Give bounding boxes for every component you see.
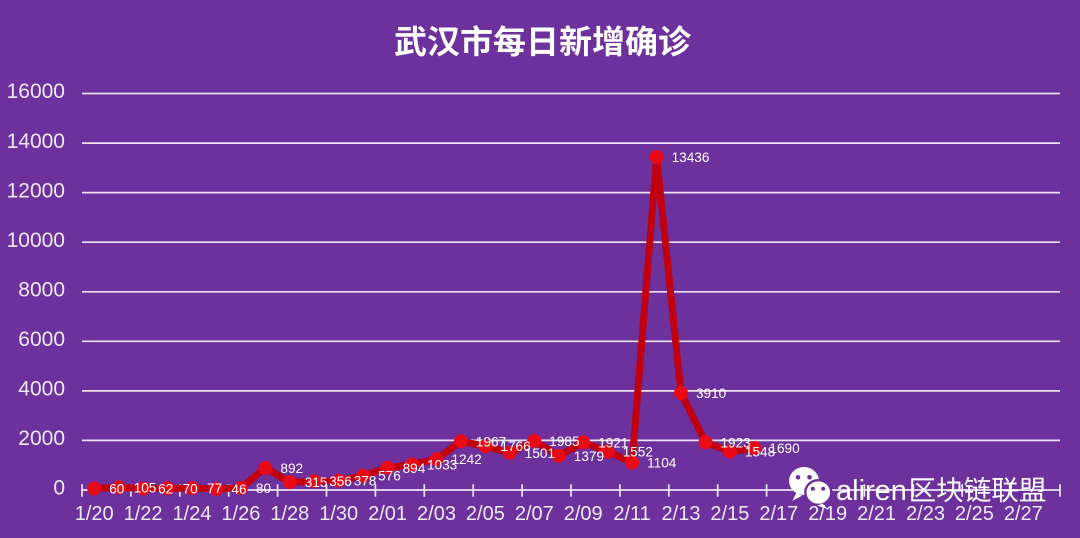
svg-text:2/15: 2/15 bbox=[710, 503, 749, 525]
svg-text:1690: 1690 bbox=[769, 441, 800, 456]
svg-text:356: 356 bbox=[329, 474, 352, 489]
svg-text:12000: 12000 bbox=[7, 179, 65, 202]
svg-text:1967: 1967 bbox=[476, 434, 506, 449]
svg-text:1242: 1242 bbox=[452, 452, 482, 467]
svg-text:8000: 8000 bbox=[18, 278, 65, 301]
svg-text:1/30: 1/30 bbox=[319, 503, 358, 525]
svg-text:1/26: 1/26 bbox=[221, 503, 260, 525]
svg-text:1501: 1501 bbox=[525, 446, 555, 461]
svg-text:4000: 4000 bbox=[18, 378, 65, 401]
svg-text:576: 576 bbox=[378, 469, 401, 484]
svg-text:6000: 6000 bbox=[18, 328, 65, 351]
svg-text:3910: 3910 bbox=[696, 386, 727, 401]
svg-text:1548: 1548 bbox=[745, 445, 775, 460]
svg-text:2/07: 2/07 bbox=[515, 503, 554, 525]
svg-text:2/03: 2/03 bbox=[417, 503, 456, 525]
svg-text:2/11: 2/11 bbox=[613, 503, 650, 525]
svg-text:2/19: 2/19 bbox=[808, 503, 847, 525]
svg-text:13436: 13436 bbox=[672, 150, 710, 165]
svg-text:892: 892 bbox=[280, 461, 303, 476]
svg-text:378: 378 bbox=[354, 474, 377, 489]
svg-text:1923: 1923 bbox=[721, 435, 751, 450]
svg-text:0: 0 bbox=[53, 477, 65, 500]
svg-text:1/20: 1/20 bbox=[75, 503, 114, 525]
svg-text:2/21: 2/21 bbox=[857, 503, 896, 525]
svg-text:2/17: 2/17 bbox=[759, 503, 798, 525]
svg-text:1552: 1552 bbox=[623, 445, 653, 460]
svg-text:1921: 1921 bbox=[598, 435, 628, 450]
svg-text:16000: 16000 bbox=[7, 80, 65, 103]
svg-text:14000: 14000 bbox=[7, 130, 65, 153]
svg-text:2/05: 2/05 bbox=[466, 503, 505, 525]
svg-text:2/09: 2/09 bbox=[564, 503, 603, 525]
svg-text:2000: 2000 bbox=[18, 427, 65, 450]
svg-text:2/01: 2/01 bbox=[368, 503, 407, 525]
svg-text:46: 46 bbox=[231, 482, 246, 497]
svg-text:1985: 1985 bbox=[549, 434, 579, 449]
svg-text:1104: 1104 bbox=[647, 456, 677, 471]
svg-text:1/22: 1/22 bbox=[124, 503, 163, 525]
svg-text:1379: 1379 bbox=[574, 449, 604, 464]
svg-text:315: 315 bbox=[305, 475, 328, 490]
svg-text:894: 894 bbox=[403, 461, 426, 476]
svg-text:2/23: 2/23 bbox=[906, 503, 945, 525]
svg-text:2/25: 2/25 bbox=[955, 503, 994, 525]
svg-text:aliren: aliren bbox=[836, 475, 907, 507]
svg-text:1033: 1033 bbox=[427, 457, 457, 472]
svg-text:80: 80 bbox=[256, 481, 272, 496]
svg-text:2/13: 2/13 bbox=[662, 503, 701, 525]
svg-text:1/28: 1/28 bbox=[270, 503, 309, 525]
svg-text:77: 77 bbox=[207, 481, 222, 496]
svg-text:1766: 1766 bbox=[500, 439, 530, 454]
svg-text:2/27: 2/27 bbox=[1004, 503, 1043, 525]
svg-text:60: 60 bbox=[109, 482, 125, 497]
svg-text:105: 105 bbox=[134, 480, 157, 495]
svg-text:62: 62 bbox=[158, 482, 173, 497]
svg-text:1/24: 1/24 bbox=[173, 503, 212, 525]
svg-text:70: 70 bbox=[183, 481, 199, 496]
svg-text:10000: 10000 bbox=[7, 229, 65, 252]
